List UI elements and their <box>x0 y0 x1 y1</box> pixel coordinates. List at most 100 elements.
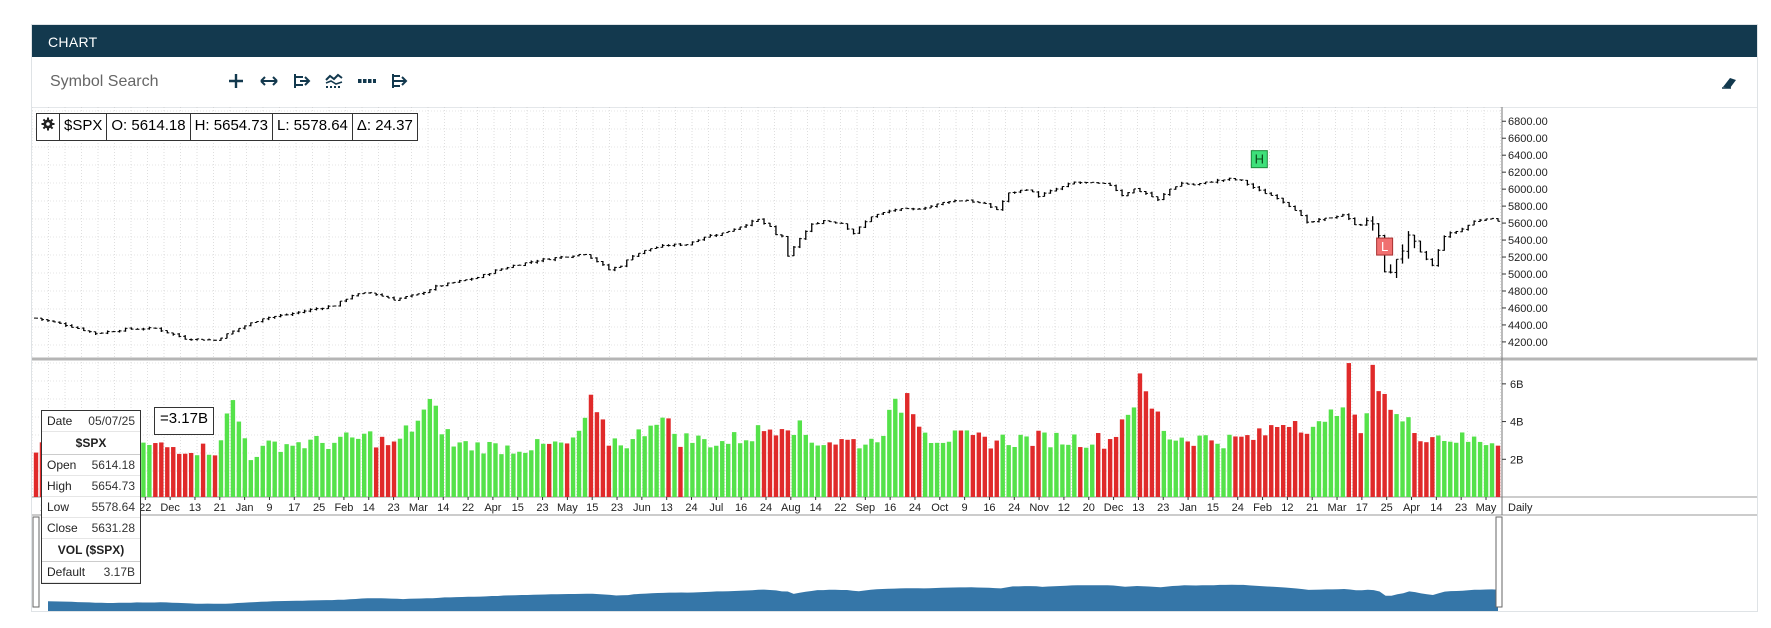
volume-bar-206 <box>1263 435 1268 497</box>
x-tick-8: Jan <box>236 502 254 514</box>
volume-bar-133 <box>827 442 832 497</box>
indicator-icon[interactable] <box>323 70 345 92</box>
volume-bar-31 <box>218 440 224 497</box>
x-tick-17: 22 <box>462 502 474 514</box>
volume-bar-224 <box>1370 364 1375 497</box>
volume-bar-21 <box>159 442 164 497</box>
volume-bar-102 <box>642 436 647 497</box>
volume-bar-64 <box>415 420 421 497</box>
volume-bar-72 <box>463 441 468 497</box>
x-tick-51: 21 <box>1306 502 1318 514</box>
volume-bar-207 <box>1269 425 1274 497</box>
volume-bar-129 <box>803 434 808 497</box>
volume-bar-210 <box>1286 426 1292 497</box>
price-tick-7: 5400.00 <box>1508 235 1548 247</box>
volume-bar-55 <box>362 433 367 497</box>
volume-bar-216 <box>1322 421 1328 497</box>
x-tick-23: 23 <box>611 502 623 514</box>
volume-bar-104 <box>654 424 659 497</box>
volume-bar-111 <box>696 435 701 497</box>
tooltip-high-row: High 5654.73 <box>42 476 140 497</box>
volume-bar-198 <box>1215 443 1220 497</box>
volume-bar-115 <box>720 441 725 497</box>
data-tooltip: Date 05/07/25 $SPX Open 5614.18 High 565… <box>41 410 141 584</box>
price-tick-9: 5000.00 <box>1508 269 1548 281</box>
volume-bar-144 <box>893 398 898 497</box>
volume-bar-34 <box>236 421 242 497</box>
horizontal-line-icon[interactable] <box>258 70 280 92</box>
symbol-search-input[interactable] <box>48 70 232 94</box>
volume-bar-18 <box>141 442 146 497</box>
x-tick-24: Jun <box>633 502 651 514</box>
volume-bar-83 <box>529 450 534 497</box>
volume-bar-155 <box>958 430 964 497</box>
volume-bar-89 <box>564 443 570 497</box>
volume-bar-203 <box>1245 435 1250 497</box>
x-tick-53: 17 <box>1356 502 1368 514</box>
volume-bar-184 <box>1131 407 1137 497</box>
volume-bar-141 <box>875 442 880 497</box>
volume-bar-167 <box>1030 445 1035 497</box>
x-tick-45: 23 <box>1157 502 1169 514</box>
volume-bar-77 <box>493 443 498 497</box>
volume-bar-199 <box>1221 448 1226 497</box>
x-tick-25: 13 <box>661 502 673 514</box>
volume-bar-154 <box>952 430 958 497</box>
price-tick-3: 6200.00 <box>1508 167 1548 179</box>
volume-bar-23 <box>171 447 176 497</box>
volume-bar-93 <box>588 394 594 497</box>
x-tick-56: 14 <box>1430 502 1442 514</box>
tooltip-open-value: 5614.18 <box>91 458 135 472</box>
volume-bar-30 <box>212 455 218 497</box>
gear-icon[interactable] <box>41 117 55 131</box>
volume-bar-211 <box>1292 421 1298 497</box>
volume-bar-57 <box>373 447 379 497</box>
volume-bar-174 <box>1072 434 1077 497</box>
volume-bar-152 <box>940 442 946 497</box>
volume-bar-179 <box>1101 448 1107 497</box>
fibonacci-icon[interactable] <box>388 70 410 92</box>
crosshair-icon[interactable] <box>225 70 247 92</box>
tooltip-low-label: Low <box>47 500 70 514</box>
volume-bar-121 <box>755 425 761 497</box>
volume-bar-138 <box>857 448 862 497</box>
price-tick-4: 6000.00 <box>1508 184 1548 196</box>
volume-bar-103 <box>648 425 653 497</box>
tooltip-open-row: Open 5614.18 <box>42 455 140 476</box>
volume-bar-99 <box>624 448 629 497</box>
high-marker <box>1250 150 1268 169</box>
volume-bar-123 <box>767 429 773 497</box>
x-tick-4: 22 <box>139 502 151 514</box>
volume-bar-195 <box>1197 435 1202 497</box>
volume-bar-35 <box>242 438 248 497</box>
volume-bar-113 <box>708 447 713 497</box>
volume-bar-165 <box>1018 434 1023 497</box>
volume-bar-26 <box>188 452 194 497</box>
tooltip-symbol: $SPX <box>42 432 140 455</box>
volume-bar-241 <box>1471 436 1477 497</box>
ohlc-legend: $SPX O: 5614.18 H: 5654.73 L: 5578.64 Δ:… <box>36 113 418 141</box>
volume-bar-118 <box>737 443 743 497</box>
x-tick-34: 16 <box>884 502 896 514</box>
x-tick-57: 23 <box>1455 502 1467 514</box>
volume-bar-185 <box>1137 373 1143 497</box>
x-tick-6: 13 <box>189 502 201 514</box>
dotted-line-icon[interactable] <box>356 70 378 92</box>
tooltip-date-label: Date <box>47 414 73 428</box>
ray-icon[interactable] <box>290 70 312 92</box>
x-tick-35: 24 <box>909 502 921 514</box>
volume-bar-33 <box>230 400 236 497</box>
volume-bar-62 <box>403 425 409 497</box>
tooltip-high-label: High <box>47 479 72 493</box>
volume-bar-20 <box>153 443 158 497</box>
price-chart[interactable]: 6800.00 6600.00 6400.00 6200.00 6000.00 5800.… <box>32 107 1757 611</box>
chart-settings-gear[interactable] <box>37 114 60 140</box>
ohlc-open: O: 5614.18 <box>107 114 191 140</box>
eraser-icon[interactable] <box>1719 72 1739 92</box>
volume-bar-51 <box>338 436 343 497</box>
volume-bar-54 <box>356 438 361 497</box>
ohlc-delta: Δ: 24.37 <box>356 117 413 134</box>
tooltip-default-label: Default <box>47 565 86 579</box>
x-tick-41: 12 <box>1058 502 1070 514</box>
volume-bar-24 <box>177 453 182 497</box>
